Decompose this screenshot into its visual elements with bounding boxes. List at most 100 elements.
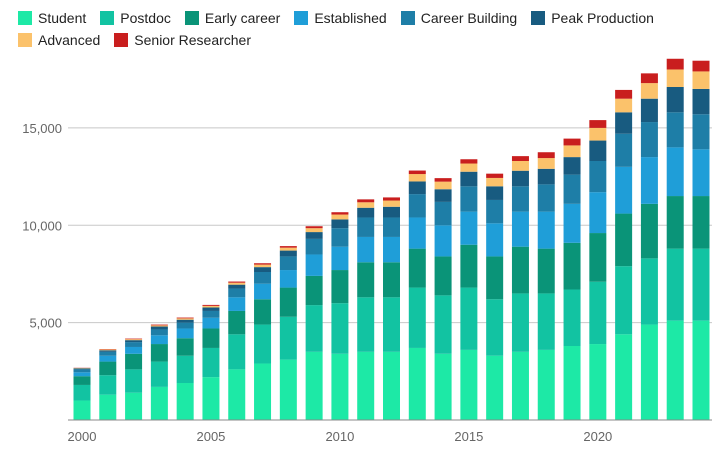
bar-segment	[640, 324, 658, 420]
bar-segment	[615, 166, 633, 214]
bar-segment	[615, 266, 633, 335]
bar-segment	[615, 133, 633, 167]
legend-item: Peak Production	[531, 9, 654, 27]
bar-segment	[434, 189, 452, 202]
bar-segment	[73, 369, 91, 373]
bar-segment	[640, 122, 658, 158]
bar-segment	[73, 376, 91, 385]
bar-segment	[563, 145, 581, 158]
bar-segment	[434, 178, 452, 182]
legend-swatch	[294, 11, 309, 25]
bar-segment	[640, 73, 658, 84]
bar-segment	[383, 200, 400, 207]
legend-item: Postdoc	[100, 9, 171, 27]
bar-segment	[486, 256, 504, 300]
bar-segment	[150, 324, 168, 326]
bar-segment	[202, 377, 220, 420]
bar-segment	[99, 350, 117, 352]
bar-segment	[460, 244, 478, 288]
bar-segment	[408, 347, 426, 420]
legend-label: Early career	[204, 10, 281, 26]
bar-segment	[254, 264, 272, 268]
bar-segment	[563, 203, 581, 243]
bar-segment	[125, 338, 143, 340]
bar-segment	[666, 58, 684, 70]
bar-segment	[408, 181, 426, 195]
bar-segment	[460, 186, 478, 212]
bar-segment	[279, 256, 297, 271]
bar-segment	[563, 242, 581, 290]
bar-segment	[408, 174, 426, 182]
bar-segment	[305, 351, 323, 420]
bar-segment	[176, 328, 194, 339]
bar-segment	[228, 288, 246, 298]
bar-segment	[150, 386, 168, 420]
bar-segment	[331, 270, 349, 304]
bar-segment	[640, 258, 658, 325]
bar-segment	[202, 310, 220, 318]
bar-segment	[228, 310, 246, 335]
bar-segment	[99, 349, 117, 351]
bar-segment	[228, 281, 246, 283]
bar-segment	[331, 303, 349, 354]
legend-swatch	[100, 11, 115, 25]
bar-segment	[589, 281, 607, 345]
bar-segment	[563, 138, 581, 146]
legend-item: Established	[294, 9, 387, 27]
bar-segment	[692, 149, 710, 197]
bar-segment	[279, 250, 297, 257]
bar-segment	[150, 326, 168, 330]
bar-segment	[228, 369, 246, 420]
y-tick-label: 5,000	[29, 316, 62, 331]
legend-label: Peak Production	[551, 10, 654, 26]
bar-segment	[640, 203, 658, 259]
bar-segment	[357, 351, 375, 420]
bar-segment	[615, 213, 633, 267]
bar-segment	[125, 339, 143, 341]
legend-swatch	[18, 33, 32, 47]
bar-segment	[511, 351, 529, 420]
bar-segment	[202, 304, 220, 306]
bar-segment	[99, 361, 117, 376]
bar-segment	[511, 186, 529, 212]
bar-segment	[640, 157, 658, 204]
bar-segment	[666, 248, 684, 321]
bar-segment	[279, 246, 297, 248]
bar-segment	[383, 236, 400, 263]
bar-segment	[537, 158, 555, 169]
bar-segment	[486, 186, 504, 200]
bar-segment	[666, 69, 684, 87]
bar-segment	[357, 262, 375, 298]
bar-segment	[331, 228, 349, 247]
bar-segment	[692, 196, 710, 249]
bar-segment	[176, 383, 194, 420]
x-tick-label: 2000	[68, 429, 97, 444]
bar-segment	[176, 355, 194, 383]
bar-segment	[537, 248, 555, 294]
bar-segment	[460, 287, 478, 350]
bar-segment	[383, 206, 400, 218]
bar-segment	[486, 299, 504, 356]
bar-segment	[589, 161, 607, 193]
legend-swatch	[114, 33, 129, 47]
bar-segment	[357, 236, 375, 263]
bar-segment	[357, 207, 375, 218]
bar-segment	[202, 328, 220, 348]
bar-segment	[305, 238, 323, 255]
bar-segment	[150, 335, 168, 345]
legend-swatch	[184, 11, 199, 25]
bar-segment	[408, 287, 426, 348]
bar-segment	[589, 233, 607, 282]
bar-segment	[383, 262, 400, 298]
bar-segment	[666, 320, 684, 420]
bar-segment	[408, 217, 426, 249]
bar-segment	[357, 217, 375, 237]
bar-segment	[305, 254, 323, 276]
bar-segment	[254, 283, 272, 300]
bar-segment	[692, 114, 710, 150]
bar-segment	[279, 247, 297, 251]
bar-segment	[383, 297, 400, 352]
bar-segment	[279, 316, 297, 360]
